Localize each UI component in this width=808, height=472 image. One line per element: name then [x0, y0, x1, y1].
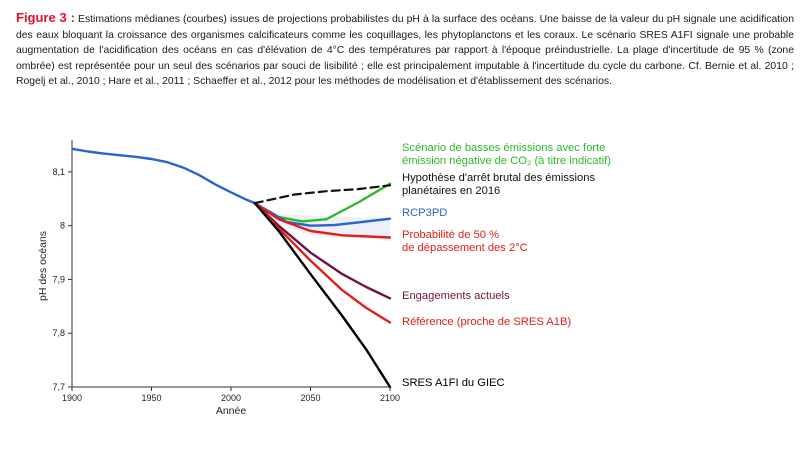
x-axis-label: Année [216, 405, 247, 417]
series-label-5: Référence (proche de SRES A1B) [402, 316, 571, 328]
x-tick-label: 1900 [62, 393, 82, 403]
y-tick-label: 7,9 [52, 274, 65, 284]
y-tick-label: 7,7 [52, 382, 65, 392]
series-line-6 [253, 201, 392, 389]
series-line-2 [253, 201, 392, 227]
series-line-1 [253, 184, 392, 205]
series-label-2: RCP3PD [402, 207, 447, 219]
y-tick-label: 7,8 [52, 328, 65, 338]
x-tick-label: 2000 [221, 393, 241, 403]
uncertainty-band [254, 203, 390, 241]
series-label-1: planétaires en 2016 [402, 185, 500, 197]
series-label-3: Probabilité de 50 % [402, 229, 499, 241]
figure-caption: Figure 3 : Estimations médianes (courbes… [16, 10, 794, 90]
x-tick-label: 1950 [141, 393, 161, 403]
y-tick-label: 8,1 [52, 167, 65, 177]
series-label-4: Engagements actuels [402, 290, 510, 302]
figure-label: Figure 3 : [16, 10, 75, 25]
series-label-3: de dépassement des 2°C [402, 242, 528, 254]
series-label-0: émission négative de CO₂ (à titre indica… [402, 155, 611, 167]
y-axis-label: pH des océans [37, 231, 49, 301]
y-tick-label: 8 [60, 221, 65, 231]
series-label-1: Hypothèse d'arrêt brutal des émissions [402, 172, 595, 184]
caption-text: Estimations médianes (courbes) issues de… [16, 14, 794, 88]
x-tick-label: 2050 [300, 393, 320, 403]
series-historical [71, 147, 256, 205]
series-label-0: Scénario de basses émissions avec forte [402, 142, 605, 154]
series-line-4 [253, 201, 392, 300]
series-label-6: SRES A1FI du GIEC [402, 377, 505, 389]
x-tick-label: 2100 [380, 393, 400, 403]
series-line-3 [253, 201, 392, 239]
series-line-5 [253, 201, 392, 324]
